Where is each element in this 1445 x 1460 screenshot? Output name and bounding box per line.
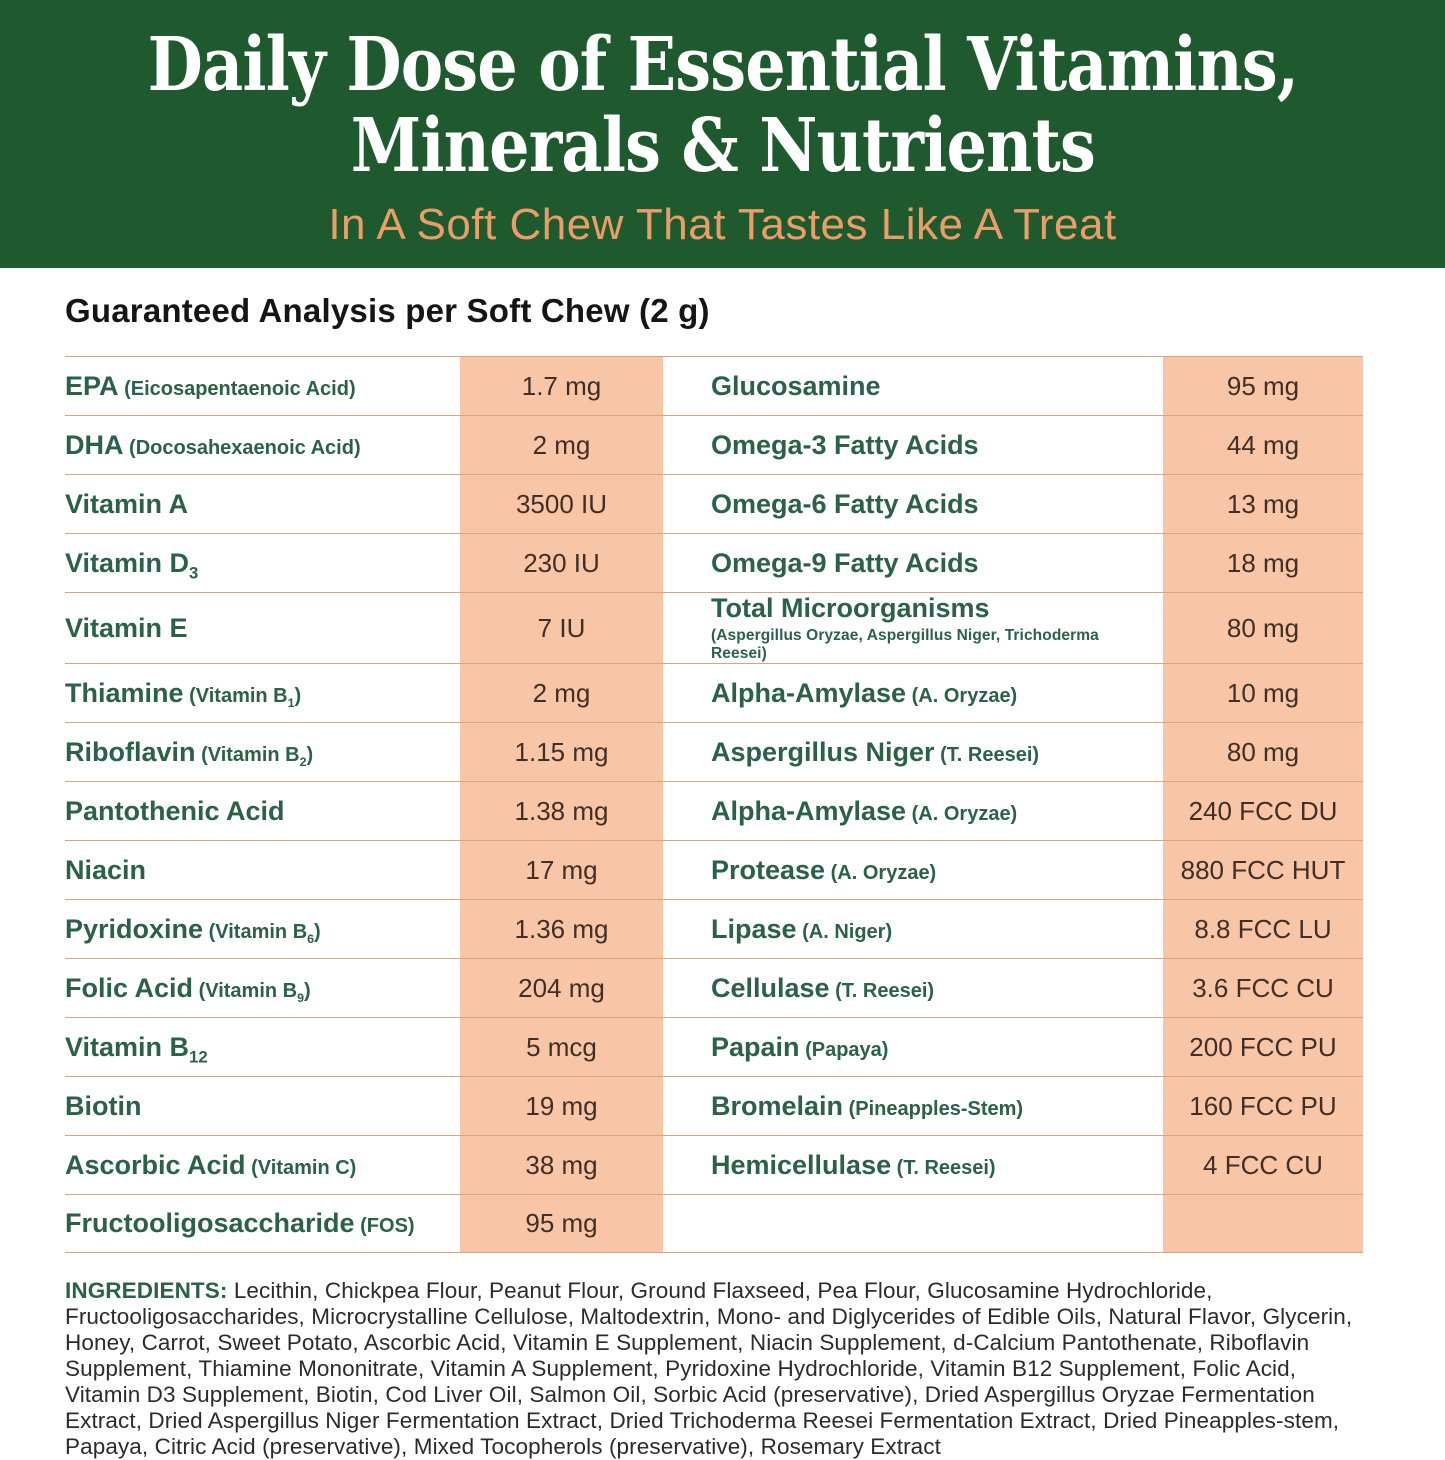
table-row: Niacin 17 mg Protease (A. Oryzae) 880 FC… [65, 840, 1363, 899]
nutrient-name: Fructooligosaccharide (FOS) [65, 1208, 415, 1238]
table-row: Pyridoxine (Vitamin B6) 1.36 mg Lipase (… [65, 899, 1363, 958]
ingredients-label: INGREDIENTS: [65, 1278, 228, 1303]
table-row: Riboflavin (Vitamin B2) 1.15 mg Aspergil… [65, 722, 1363, 781]
nutrient-value: 200 FCC PU [1163, 1018, 1363, 1076]
nutrient-name: Vitamin D3 [65, 547, 199, 582]
nutrient-value: 160 FCC PU [1163, 1077, 1363, 1135]
nutrient-name: EPA (Eicosapentaenoic Acid) [65, 370, 356, 401]
nutrient-value: 240 FCC DU [1163, 782, 1363, 840]
nutrient-name: Vitamin E [65, 612, 188, 643]
table-row: Thiamine (Vitamin B1) 2 mg Alpha-Amylase… [65, 663, 1363, 722]
nutrient-value: 80 mg [1163, 593, 1363, 663]
nutrient-name: DHA (Docosahexaenoic Acid) [65, 429, 361, 460]
table-row: DHA (Docosahexaenoic Acid) 2 mg Omega-3 … [65, 415, 1363, 474]
ingredients-text: Lecithin, Chickpea Flour, Peanut Flour, … [65, 1278, 1353, 1459]
nutrient-name: Lipase (A. Niger) [711, 913, 893, 944]
ingredients-paragraph: INGREDIENTS: Lecithin, Chickpea Flour, P… [65, 1278, 1363, 1460]
nutrient-name: Riboflavin (Vitamin B2) [65, 736, 314, 769]
table-row: Biotin 19 mg Bromelain (Pineapples-Stem)… [65, 1076, 1363, 1135]
table-row: Vitamin B12 5 mcg Papain (Papaya) 200 FC… [65, 1017, 1363, 1076]
table-row: Ascorbic Acid (Vitamin C) 38 mg Hemicell… [65, 1135, 1363, 1194]
nutrient-name: Alpha-Amylase (A. Oryzae) [711, 677, 1018, 708]
nutrient-value: 1.15 mg [460, 723, 663, 781]
nutrient-name: Aspergillus Niger (T. Reesei) [711, 736, 1040, 767]
nutrient-name: Vitamin B12 [65, 1031, 208, 1066]
table-row: Vitamin E 7 IU Total Microorganisms (Aspe… [65, 592, 1363, 663]
nutrient-value: 3.6 FCC CU [1163, 959, 1363, 1017]
nutrient-value: 19 mg [460, 1077, 663, 1135]
nutrient-name: Omega-3 Fatty Acids [711, 429, 979, 460]
page-title-line-1: Daily Dose of Essential Vitamins, [147, 21, 1298, 108]
nutrient-name: Alpha-Amylase (A. Oryzae) [711, 795, 1018, 826]
nutrient-value: 38 mg [460, 1136, 663, 1194]
table-row: EPA (Eicosapentaenoic Acid) 1.7 mg Gluco… [65, 356, 1363, 415]
nutrient-name: Protease (A. Oryzae) [711, 854, 937, 885]
nutrient-value: 204 mg [460, 959, 663, 1017]
nutrient-value: 1.36 mg [460, 900, 663, 958]
page-title-line-2: Minerals & Nutrients [350, 103, 1095, 189]
nutrient-value: 3500 IU [460, 475, 663, 533]
nutrient-value: 18 mg [1163, 534, 1363, 592]
nutrient-name: Ascorbic Acid (Vitamin C) [65, 1149, 357, 1180]
table-row: Folic Acid (Vitamin B9) 204 mg Cellulase… [65, 958, 1363, 1017]
nutrient-value: 95 mg [1163, 357, 1363, 415]
header-banner: Daily Dose of Essential Vitamins, Minera… [0, 0, 1445, 268]
nutrient-name: Thiamine (Vitamin B1) [65, 677, 302, 710]
nutrient-name: Bromelain (Pineapples-Stem) [711, 1090, 1024, 1121]
nutrient-value: 10 mg [1163, 664, 1363, 722]
nutrient-value: 5 mcg [460, 1018, 663, 1076]
nutrient-value: 44 mg [1163, 416, 1363, 474]
nutrient-name: Vitamin A [65, 488, 189, 519]
main-content: Guaranteed Analysis per Soft Chew (2 g) … [0, 292, 1445, 1460]
nutrient-value: 8.8 FCC LU [1163, 900, 1363, 958]
nutrient-name: Glucosamine [711, 370, 881, 401]
nutrient-value: 13 mg [1163, 475, 1363, 533]
analysis-table: EPA (Eicosapentaenoic Acid) 1.7 mg Gluco… [65, 356, 1363, 1253]
table-row: Pantothenic Acid 1.38 mg Alpha-Amylase (… [65, 781, 1363, 840]
nutrient-value: 880 FCC HUT [1163, 841, 1363, 899]
nutrient-name: Hemicellulase (T. Reesei) [711, 1149, 996, 1180]
nutrient-name: Omega-9 Fatty Acids [711, 547, 979, 578]
nutrient-value: 2 mg [460, 416, 663, 474]
nutrient-name: Pyridoxine (Vitamin B6) [65, 913, 321, 946]
page-subtitle: In A Soft Chew That Tastes Like A Treat [328, 200, 1117, 250]
nutrient-name: Papain (Papaya) [711, 1031, 889, 1062]
nutrient-value: 4 FCC CU [1163, 1136, 1363, 1194]
nutrient-value: 17 mg [460, 841, 663, 899]
nutrient-name: Pantothenic Acid [65, 795, 285, 826]
table-row: Fructooligosaccharide (FOS) 95 mg [65, 1194, 1363, 1253]
nutrient-name: Biotin [65, 1090, 142, 1121]
nutrient-value: 230 IU [460, 534, 663, 592]
nutrient-value: 80 mg [1163, 723, 1363, 781]
nutrient-value: 1.7 mg [460, 357, 663, 415]
nutrient-name: Folic Acid (Vitamin B9) [65, 972, 311, 1005]
nutrient-name: Omega-6 Fatty Acids [711, 488, 979, 519]
nutrient-name: Cellulase (T. Reesei) [711, 972, 935, 1003]
nutrient-name: Total Microorganisms (Aspergillus Oryzae,… [711, 593, 1099, 662]
nutrient-value: 95 mg [460, 1195, 663, 1252]
nutrient-value: 1.38 mg [460, 782, 663, 840]
table-row: Vitamin A 3500 IU Omega-6 Fatty Acids 13… [65, 474, 1363, 533]
nutrient-value [1163, 1195, 1363, 1252]
page-title: Daily Dose of Essential Vitamins, Minera… [54, 21, 1392, 189]
nutrient-value: 2 mg [460, 664, 663, 722]
nutrient-name: Niacin [65, 854, 147, 885]
table-row: Vitamin D3 230 IU Omega-9 Fatty Acids 18… [65, 533, 1363, 592]
nutrient-value: 7 IU [460, 593, 663, 663]
analysis-heading: Guaranteed Analysis per Soft Chew (2 g) [65, 292, 710, 329]
nutrient-name [663, 1195, 1163, 1252]
